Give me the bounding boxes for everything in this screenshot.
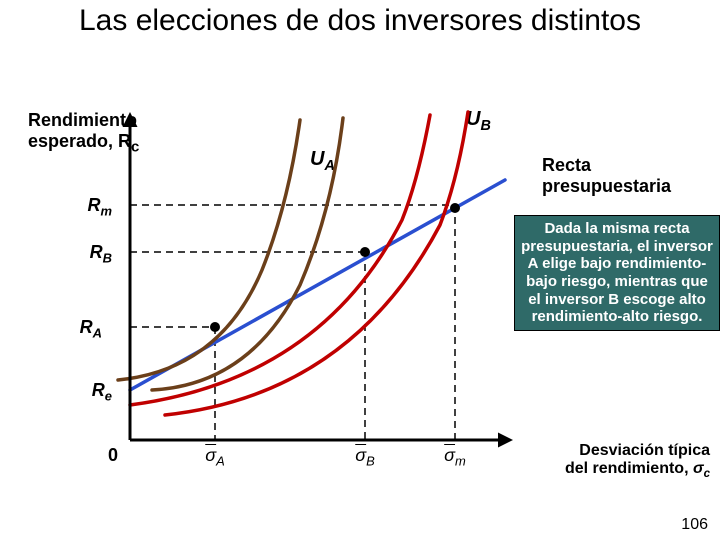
- chart-svg: [0, 0, 720, 540]
